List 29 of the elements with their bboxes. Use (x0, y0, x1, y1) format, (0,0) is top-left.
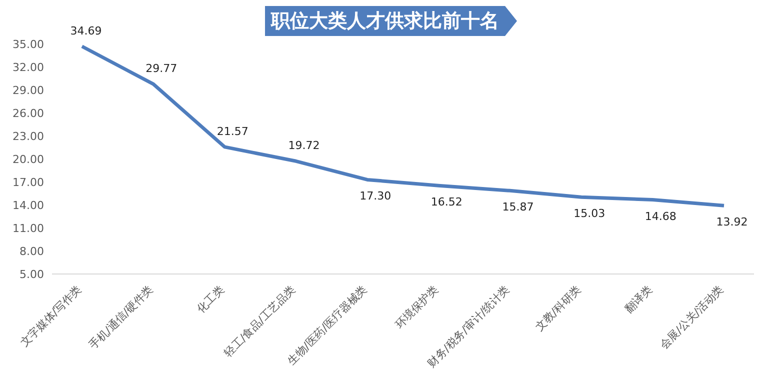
text: 29.77 (146, 62, 178, 76)
x-tick-label: 手机/通信/硬件类 (86, 282, 156, 352)
y-tick-label: 26.00 (12, 106, 44, 120)
x-tick-label: 文字媒体/写作类 (18, 282, 84, 350)
text: 15.87 (502, 200, 534, 214)
text: 15.03 (574, 207, 606, 220)
text: 21.57 (216, 124, 248, 138)
text: 19.72 (288, 139, 320, 152)
y-tick-label: 32.00 (12, 60, 44, 74)
y-tick-label: 29.00 (12, 84, 44, 97)
text: 14.68 (644, 210, 676, 223)
y-tick-label: 17.00 (12, 176, 44, 189)
x-tick-label: 化工类 (194, 282, 227, 316)
y-tick-label: 11.00 (12, 222, 44, 235)
chart-title: 职位大类人才供求比前十名 (265, 6, 517, 36)
text: 34.69 (70, 24, 102, 38)
y-tick-label: 8.00 (20, 244, 44, 258)
y-tick-label: 20.00 (12, 152, 44, 166)
x-tick-label: 会展/公关/活动类 (657, 282, 726, 352)
text: 16.52 (430, 196, 462, 209)
text: 17.30 (360, 190, 392, 203)
y-tick-label: 35.00 (12, 38, 44, 51)
y-tick-label: 23.00 (12, 130, 44, 143)
y-tick-label: 5.00 (20, 268, 44, 281)
x-tick-label: 文教/科研类 (532, 282, 584, 334)
x-tick-label: 翻译类 (622, 282, 655, 316)
text: 13.92 (716, 216, 748, 229)
y-tick-label: 14.00 (12, 198, 44, 212)
x-tick-label: 环境保护类 (392, 282, 441, 332)
